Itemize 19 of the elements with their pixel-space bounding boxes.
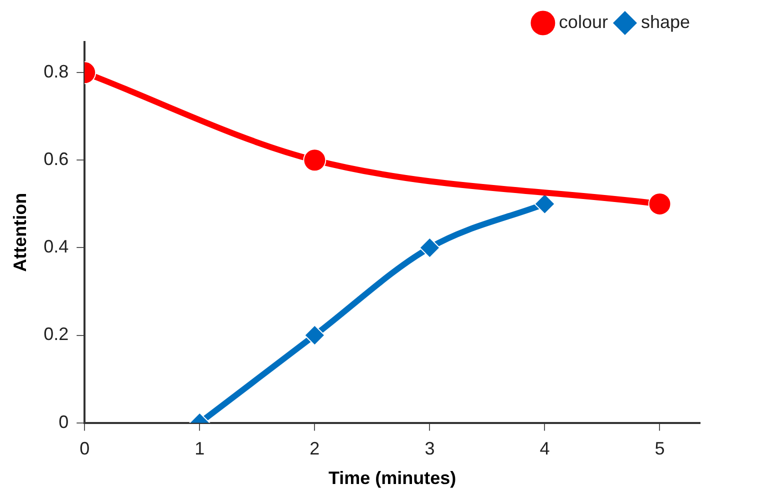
y-tick-label: 0.6	[44, 149, 69, 170]
y-tick-label: 0.2	[44, 324, 69, 344]
y-axis-title: Attention	[10, 192, 30, 272]
legend-label: shape	[640, 12, 690, 32]
x-tick-label: 1	[194, 438, 205, 459]
legend-label: colour	[558, 12, 608, 32]
x-tick-label: 5	[654, 438, 665, 459]
x-tick-label: 2	[310, 438, 320, 459]
x-axis-title: Time (minutes)	[328, 468, 456, 488]
y-tick-label: 0.4	[44, 236, 69, 257]
x-tick-label: 3	[424, 438, 435, 459]
y-tick-label: 0	[58, 412, 69, 432]
point	[304, 324, 326, 346]
x-tick-label: 0	[80, 438, 90, 459]
point	[303, 148, 326, 172]
x-tick-label: 4	[540, 438, 550, 459]
point	[648, 192, 672, 216]
point	[419, 237, 440, 258]
y-tick-label: 0.8	[44, 62, 69, 82]
